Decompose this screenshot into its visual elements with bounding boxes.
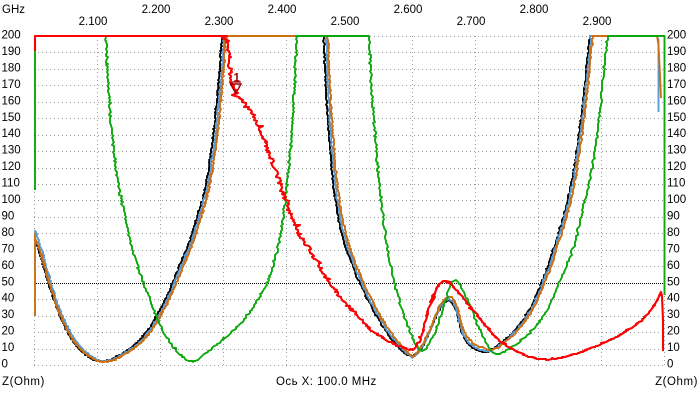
svg-text:0: 0 [2,359,8,371]
svg-text:200: 200 [2,30,21,42]
svg-text:1: 1 [234,73,241,85]
svg-text:70: 70 [2,243,15,255]
svg-text:2.700: 2.700 [457,16,486,28]
svg-text:50: 50 [667,276,680,288]
svg-text:190: 190 [667,46,686,58]
svg-text:60: 60 [667,260,680,272]
svg-text:2.800: 2.800 [520,4,549,16]
svg-text:40: 40 [2,293,15,305]
svg-text:120: 120 [667,161,686,173]
svg-text:170: 170 [667,79,686,91]
svg-text:200: 200 [667,30,686,42]
svg-text:2.500: 2.500 [331,16,360,28]
svg-text:20: 20 [2,326,15,338]
svg-text:30: 30 [2,309,15,321]
svg-text:Ось X: 100.0 MHz: Ось X: 100.0 MHz [276,376,377,388]
svg-text:10: 10 [2,342,15,354]
svg-text:160: 160 [2,95,21,107]
svg-text:10: 10 [667,342,680,354]
svg-text:190: 190 [2,46,21,58]
svg-text:60: 60 [2,260,15,272]
svg-text:90: 90 [667,210,680,222]
svg-text:110: 110 [2,178,20,190]
svg-text:140: 140 [667,128,686,140]
svg-text:0: 0 [667,359,673,371]
svg-text:130: 130 [667,145,686,157]
svg-text:80: 80 [2,227,15,239]
svg-text:100: 100 [2,194,21,206]
svg-text:160: 160 [667,95,686,107]
svg-text:20: 20 [667,326,680,338]
svg-text:GHz: GHz [2,4,25,16]
svg-text:Z(Ohm): Z(Ohm) [655,376,698,388]
svg-text:2.900: 2.900 [583,16,612,28]
svg-text:Z(Ohm): Z(Ohm) [2,376,45,388]
svg-text:150: 150 [2,112,21,124]
svg-text:150: 150 [667,112,686,124]
svg-text:80: 80 [667,227,680,239]
svg-text:180: 180 [2,62,21,74]
svg-text:140: 140 [2,128,21,140]
svg-text:110: 110 [667,178,685,190]
svg-text:2.200: 2.200 [142,4,171,16]
svg-text:2.100: 2.100 [79,16,108,28]
svg-text:50: 50 [2,276,15,288]
svg-text:180: 180 [667,62,686,74]
svg-text:130: 130 [2,145,21,157]
svg-text:2.300: 2.300 [205,16,234,28]
svg-text:70: 70 [667,243,680,255]
svg-text:100: 100 [667,194,686,206]
svg-text:30: 30 [667,309,680,321]
svg-text:90: 90 [2,210,15,222]
svg-text:170: 170 [2,79,21,91]
svg-text:120: 120 [2,161,21,173]
svg-text:2.400: 2.400 [268,4,297,16]
svg-text:2.600: 2.600 [394,4,423,16]
svg-text:40: 40 [667,293,680,305]
